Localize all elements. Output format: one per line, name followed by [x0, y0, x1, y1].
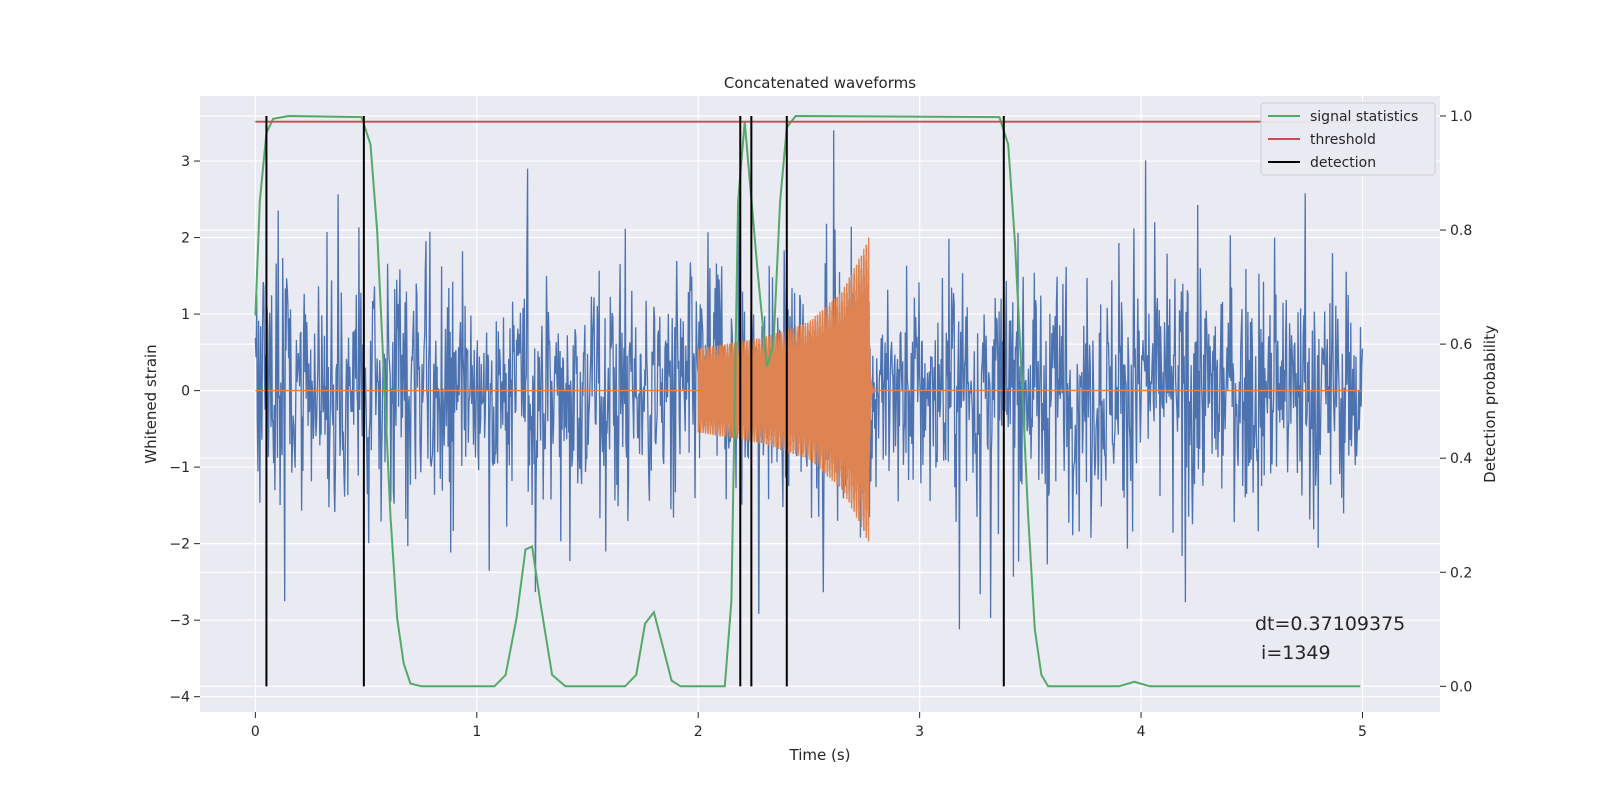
- y2-tick-label: 0.4: [1450, 451, 1472, 467]
- axis-ticks: 0 1 2 3 4 5 3 2 1 0 −1 −2 −3 −4 1.0 0.8 0.6 0.4 0.2 0.0: [169, 109, 1472, 740]
- x-tick-label: 5: [1358, 724, 1367, 740]
- y2-tick-label: 0.8: [1450, 223, 1472, 239]
- y2-tick-label: 1.0: [1450, 109, 1472, 125]
- x-tick-label: 2: [694, 724, 703, 740]
- annotation-i: i=1349: [1255, 642, 1331, 664]
- signal-statistics-line: [254, 114, 1361, 688]
- y-tick-label: 2: [181, 231, 190, 247]
- y-tick-label: −3: [169, 613, 190, 629]
- legend-label-signal-statistics: signal statistics: [1310, 109, 1418, 125]
- x-tick-label: 0: [251, 724, 260, 740]
- x-tick-label: 3: [915, 724, 924, 740]
- annotation-dt: dt=0.37109375: [1255, 613, 1405, 635]
- y-tick-label: 3: [181, 154, 190, 170]
- legend-box: [1260, 102, 1436, 176]
- x-tick-label: 1: [472, 724, 481, 740]
- legend: signal statistics threshold detection: [1260, 102, 1436, 176]
- legend-label-threshold: threshold: [1310, 132, 1376, 148]
- y-tick-label: 0: [181, 384, 190, 400]
- y2-tick-label: 0.6: [1450, 337, 1472, 353]
- y2-tick-label: 0.0: [1450, 679, 1472, 695]
- y2-tick-label: 0.2: [1450, 565, 1472, 581]
- x-axis-label: Time (s): [789, 746, 851, 764]
- y-tick-label: −1: [169, 460, 190, 476]
- chart-title: Concatenated waveforms: [724, 74, 916, 92]
- y-tick-label: 1: [181, 307, 190, 323]
- legend-label-detection: detection: [1310, 155, 1376, 171]
- y-tick-label: −2: [169, 537, 190, 553]
- series-signal-statistics: [254, 114, 1361, 688]
- series-detection: [265, 115, 1005, 687]
- y2-axis-label: Detection probability: [1481, 325, 1499, 483]
- x-tick-label: 4: [1137, 724, 1146, 740]
- y-axis-label: Whitened strain: [142, 344, 160, 463]
- y-tick-label: −4: [169, 690, 190, 706]
